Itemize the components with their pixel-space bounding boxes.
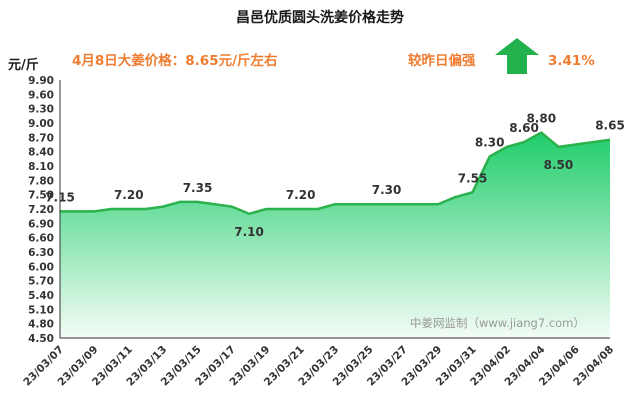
data-label: 7.55 [458, 171, 488, 185]
change-label: 较昨日偏强 [408, 52, 476, 69]
data-label: 7.20 [114, 188, 144, 202]
area-series [59, 80, 611, 339]
y-tick-label: 6.30 [28, 247, 54, 259]
y-axis-unit-label: 元/斤 [8, 57, 39, 73]
y-tick-label: 7.80 [28, 175, 54, 187]
data-label: 8.65 [595, 119, 625, 133]
y-tick-label: 9.00 [28, 118, 54, 130]
y-tick-label: 7.20 [28, 204, 54, 216]
y-tick-label: 6.90 [28, 218, 54, 230]
y-tick-label: 9.60 [28, 89, 54, 101]
chart-title: 昌邑优质圆头洗姜价格走势 [236, 9, 404, 26]
y-tick-label: 5.10 [28, 304, 54, 316]
price-note: 4月8日大姜价格：8.65元/斤左右 [72, 52, 278, 69]
y-tick-label: 4.50 [28, 333, 54, 345]
y-tick-label: 5.40 [28, 290, 54, 302]
y-tick-label: 5.70 [28, 276, 54, 288]
y-tick-label: 6.60 [28, 233, 54, 245]
y-tick-label: 4.80 [28, 319, 54, 331]
up-arrow-icon [495, 38, 539, 74]
y-tick-label: 7.50 [28, 190, 54, 202]
watermark-text: 中姜网监制（www.jiang7.com） [410, 316, 585, 330]
data-label: 7.15 [45, 190, 75, 204]
data-label: 8.80 [526, 112, 556, 126]
change-value: 3.41% [548, 53, 595, 69]
data-label: 7.30 [372, 183, 402, 197]
data-label: 8.50 [544, 158, 574, 172]
y-tick-label: 9.30 [28, 104, 54, 116]
y-tick-label: 8.70 [28, 132, 54, 144]
y-tick-label: 8.40 [28, 147, 54, 159]
data-label: 7.10 [234, 225, 264, 239]
x-axis-ticks: 23/03/0723/03/0923/03/1123/03/1323/03/15… [21, 344, 616, 389]
data-label: 8.60 [509, 121, 539, 135]
y-tick-label: 6.00 [28, 261, 54, 273]
data-label: 7.20 [286, 188, 316, 202]
y-tick-label: 9.90 [28, 75, 54, 87]
area-fill [60, 132, 610, 338]
data-labels: 7.15 7.20 7.35 7.10 7.20 7.30 7.55 8.30 8.608.80… [45, 112, 625, 239]
data-label: 8.30 [475, 135, 505, 149]
y-tick-label: 8.10 [28, 161, 54, 173]
series-line [60, 131, 611, 216]
y-axis-ticks: 4.50 4.80 5.10 5.40 5.70 6.00 6.30 6.60 6.90 7.20… [28, 75, 54, 345]
data-label: 7.35 [183, 181, 213, 195]
